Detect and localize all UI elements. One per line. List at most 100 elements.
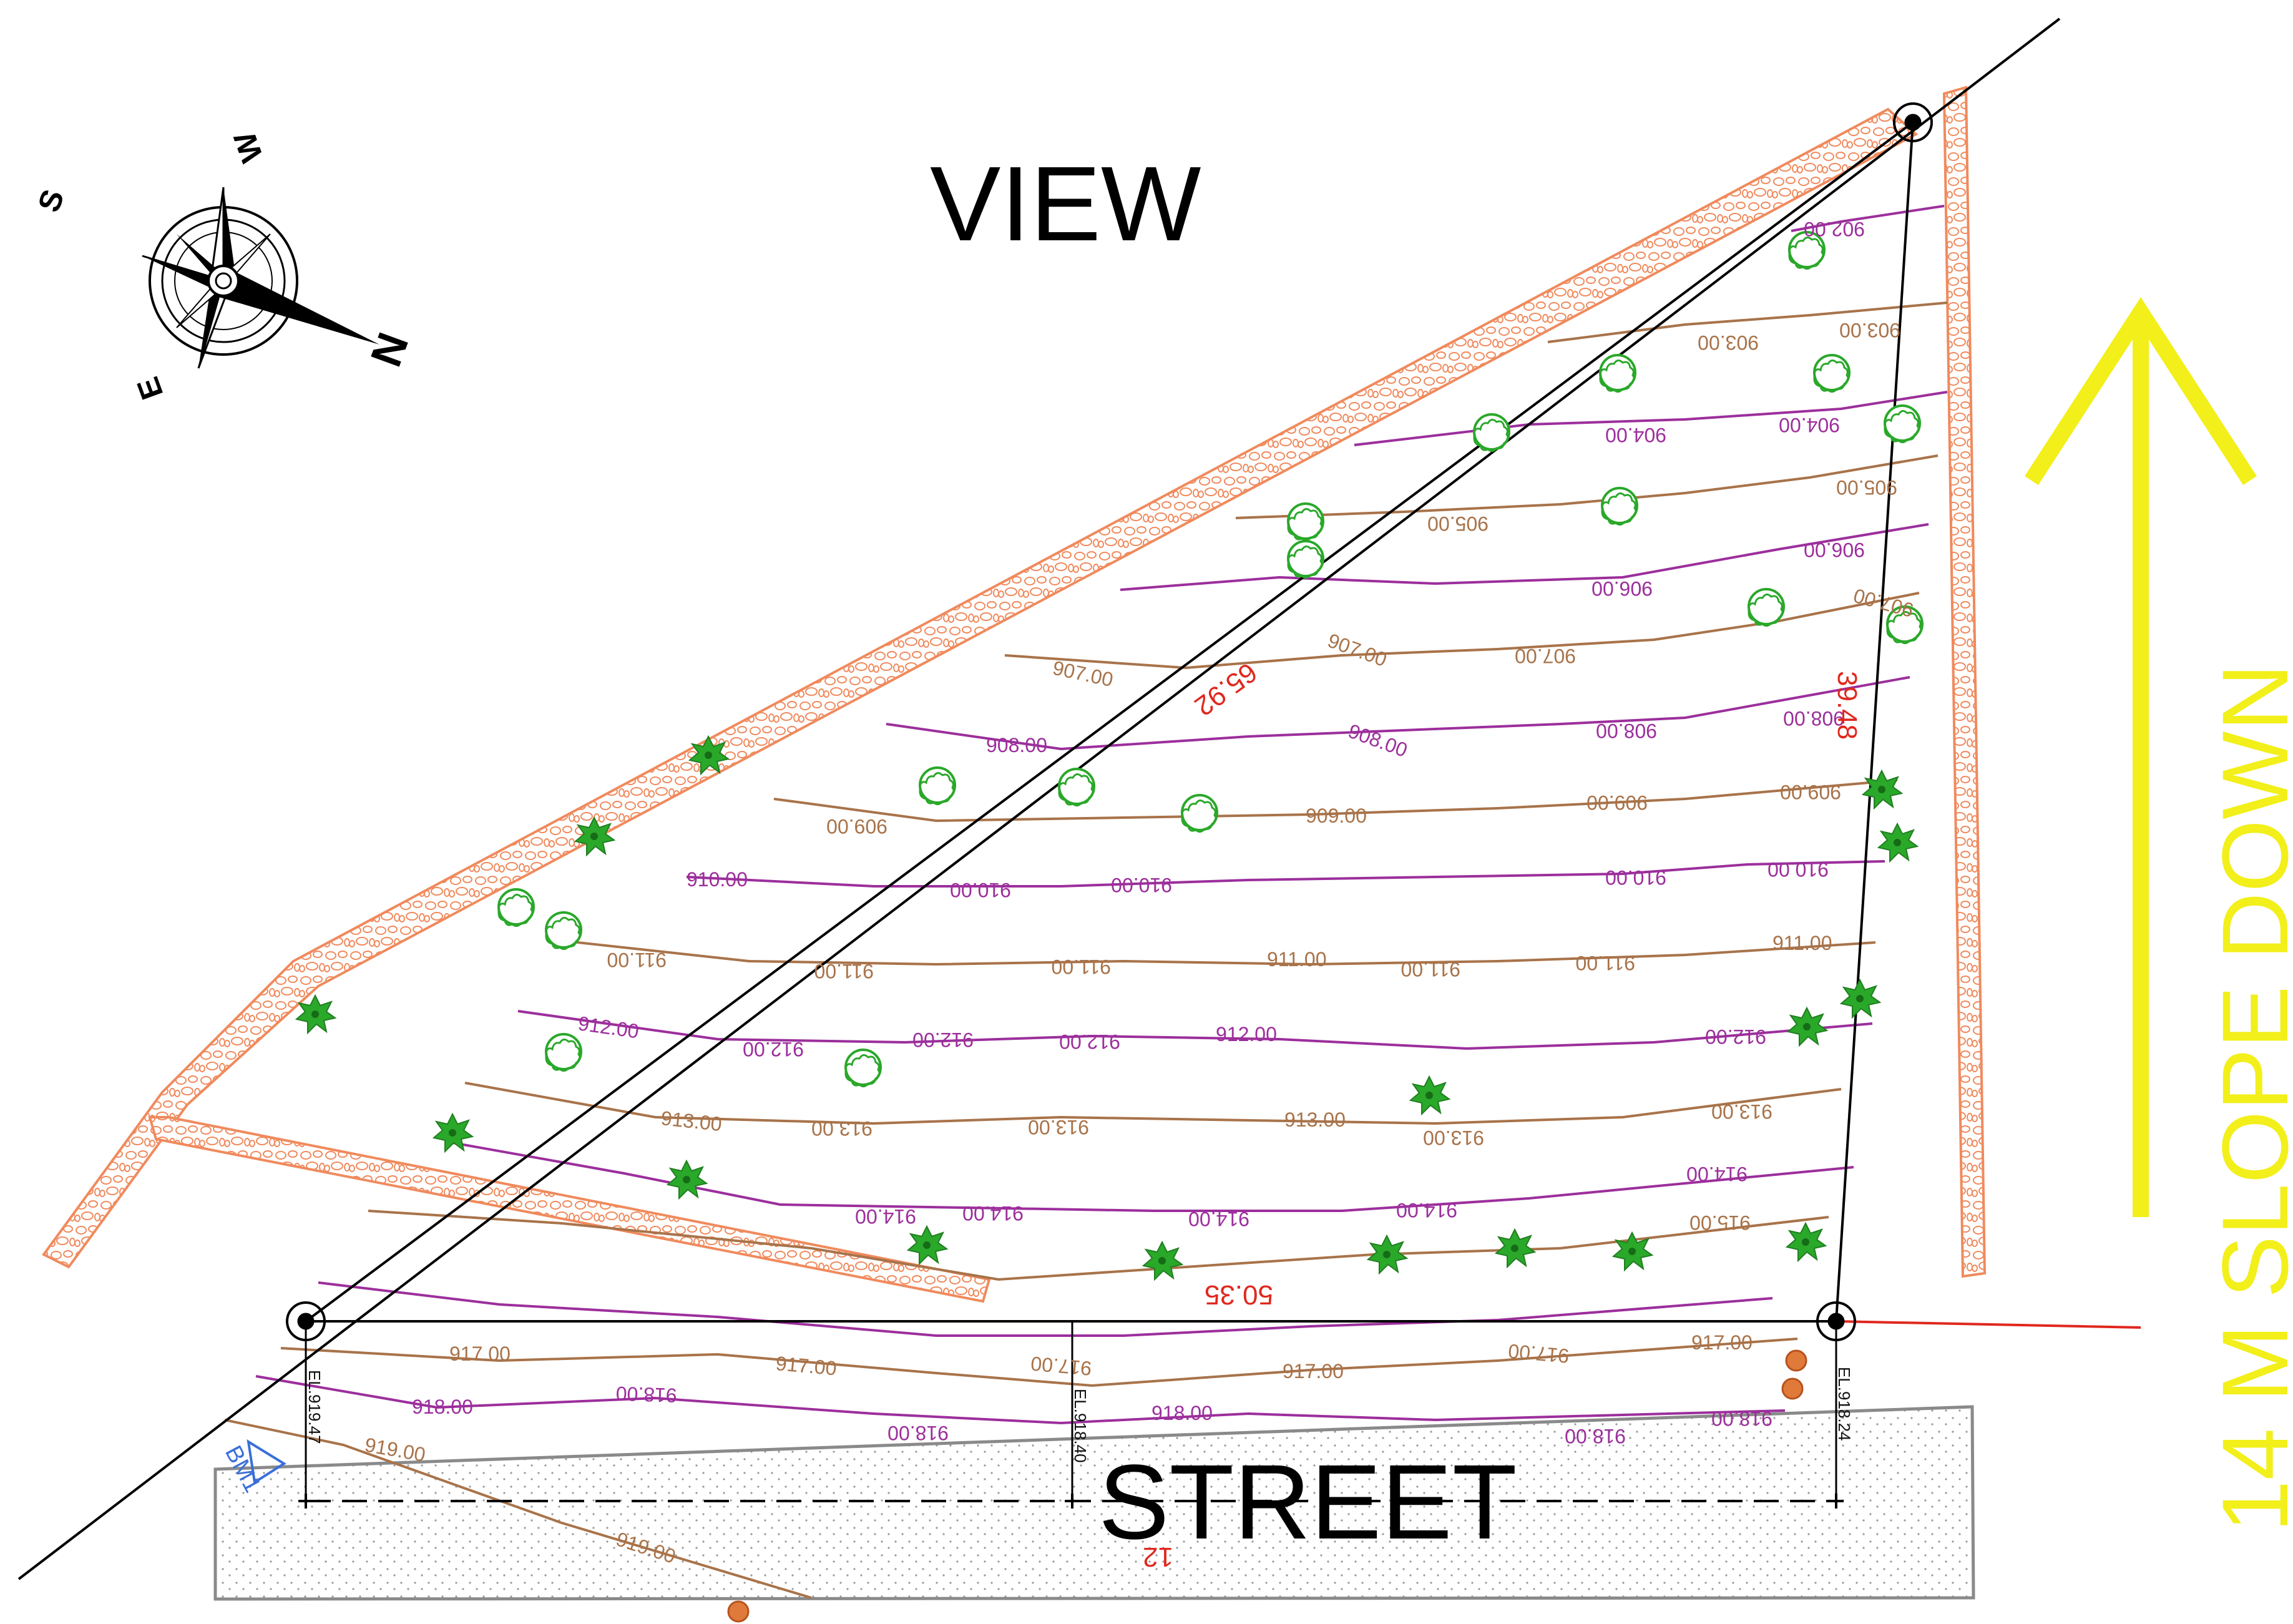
tree-icon	[1813, 354, 1851, 393]
contour-label: 907.00	[1515, 645, 1576, 667]
slope-arrow-icon	[2025, 297, 2257, 1217]
contour-label: 912.00	[1216, 1023, 1277, 1045]
contour-label: 912.00	[1059, 1030, 1120, 1053]
shrub-icon	[1878, 823, 1918, 862]
tree-icon	[545, 1033, 582, 1072]
dimension-east: 39.48	[1832, 671, 1862, 740]
elevation-middle: EL.918.40	[1071, 1389, 1090, 1463]
contour-label: 910.00	[950, 879, 1011, 901]
contour-label: 912.00	[912, 1029, 974, 1051]
contour-label: 903.00	[1839, 319, 1900, 341]
contour-label: 912.00	[743, 1038, 804, 1060]
street-area	[213, 1405, 1975, 1601]
shrub-icon	[1841, 979, 1880, 1018]
shrub-icon	[1367, 1235, 1407, 1274]
tree-icon	[1181, 794, 1218, 833]
contour-label: 913.00	[660, 1107, 723, 1135]
shrub-icon	[1787, 1007, 1827, 1046]
dimension-street: 12	[1143, 1542, 1173, 1572]
contour-label: 909.00	[1587, 791, 1648, 814]
tree-icon	[1473, 413, 1510, 452]
contour-label: 914.00	[1396, 1199, 1457, 1221]
contour-label: 914.00	[962, 1202, 1024, 1225]
contour-label: 918.00	[1151, 1402, 1213, 1424]
contour-label: 906.00	[1804, 539, 1865, 561]
contour-label: 918.00	[1711, 1407, 1772, 1430]
north-arrow-icon	[215, 266, 379, 345]
dimension-south: 50.35	[1205, 1279, 1273, 1310]
tree-group	[296, 231, 1924, 1280]
compass-e: E	[130, 373, 170, 404]
tree-icon	[1601, 487, 1638, 526]
contour-labels: 902.00 903.00 903.00 904.00 904.00 905.0…	[363, 218, 1916, 1568]
contour-label: 905.00	[1427, 512, 1489, 535]
slope-label: 14 M SLOPE DOWN	[2203, 663, 2293, 1532]
contour-label: 915.00	[1689, 1211, 1751, 1234]
property-lines	[17, 17, 2141, 1580]
contour-label: 908.00	[1783, 707, 1844, 730]
contour-label: 912.00	[577, 1012, 640, 1042]
tree-icon	[1748, 588, 1785, 627]
tree-icon	[1287, 540, 1324, 579]
tree-icon	[1599, 354, 1636, 393]
contour-label: 911.00	[1401, 958, 1461, 981]
compass-rose-icon	[142, 187, 379, 369]
contour-label: 904.00	[1779, 414, 1840, 436]
contour-label: 911.00	[1052, 956, 1112, 978]
shrub-icon	[907, 1226, 947, 1264]
contour-label: 918.00	[615, 1382, 677, 1407]
contour-label: 914.00	[1188, 1208, 1249, 1230]
contour-label: 913.00	[811, 1117, 873, 1140]
contour-label: 917.00	[1691, 1331, 1753, 1354]
contour-label: 911.00	[814, 960, 874, 982]
tree-icon	[919, 766, 956, 806]
utility-marker-icon	[727, 1349, 1807, 1623]
contour-label: 904.00	[1605, 424, 1666, 446]
contour-label: 913.00	[1284, 1108, 1346, 1131]
contour-label: 909.00	[1306, 805, 1367, 827]
tree-icon	[545, 911, 582, 951]
elevation-west: EL.919.47	[305, 1370, 324, 1444]
contour-label: 903.00	[1698, 331, 1759, 354]
contour-label: 911.00	[1576, 952, 1636, 974]
contour-label: 913.00	[1028, 1116, 1089, 1138]
shrub-icon	[1410, 1076, 1450, 1115]
tree-icon	[1884, 404, 1921, 444]
shrub-icon	[1143, 1241, 1183, 1280]
contour-label: 912.00	[1705, 1025, 1766, 1048]
contour-label: 918.00	[1565, 1425, 1626, 1447]
tree-icon	[844, 1049, 882, 1088]
contour-label: 909.00	[826, 815, 887, 838]
view-title: VIEW	[930, 145, 1201, 263]
compass-s: S	[31, 185, 71, 217]
contour-label: 911.00	[1267, 948, 1327, 971]
contour-label: 910.00	[1605, 866, 1666, 889]
shrub-icon	[1786, 1223, 1826, 1261]
contour-label: 910.00	[1767, 858, 1829, 881]
street-label: STREET	[1098, 1443, 1517, 1562]
contour-label: 909.00	[1780, 781, 1841, 803]
compass-n: N	[361, 326, 418, 373]
contour-label: 911.00	[607, 949, 667, 971]
tree-icon	[1287, 502, 1324, 542]
survey-point-icon	[286, 102, 1933, 1509]
contour-label: 906.00	[1591, 577, 1653, 600]
tree-icon	[497, 888, 535, 927]
contour-lines	[224, 205, 1948, 1599]
contour-label: 917.00	[1030, 1352, 1093, 1379]
contour-label: 908.00	[1596, 720, 1657, 742]
stone-wall	[41, 86, 1987, 1303]
contour-label: 917.00	[1283, 1360, 1344, 1382]
contour-label: 914.00	[1686, 1163, 1748, 1185]
contour-label: 918.00	[887, 1422, 949, 1444]
contour-label: 902.00	[1804, 218, 1865, 240]
compass-w: W	[227, 127, 270, 167]
contour-label: 911.00	[1772, 932, 1832, 954]
contour-label: 918.00	[412, 1396, 473, 1418]
tree-icon	[1058, 768, 1095, 807]
contour-label: 917.00	[1507, 1339, 1570, 1367]
contour-label: 914.00	[855, 1205, 916, 1228]
elevation-east: EL.918.24	[1835, 1367, 1854, 1441]
contour-label: 919.00	[363, 1433, 428, 1465]
